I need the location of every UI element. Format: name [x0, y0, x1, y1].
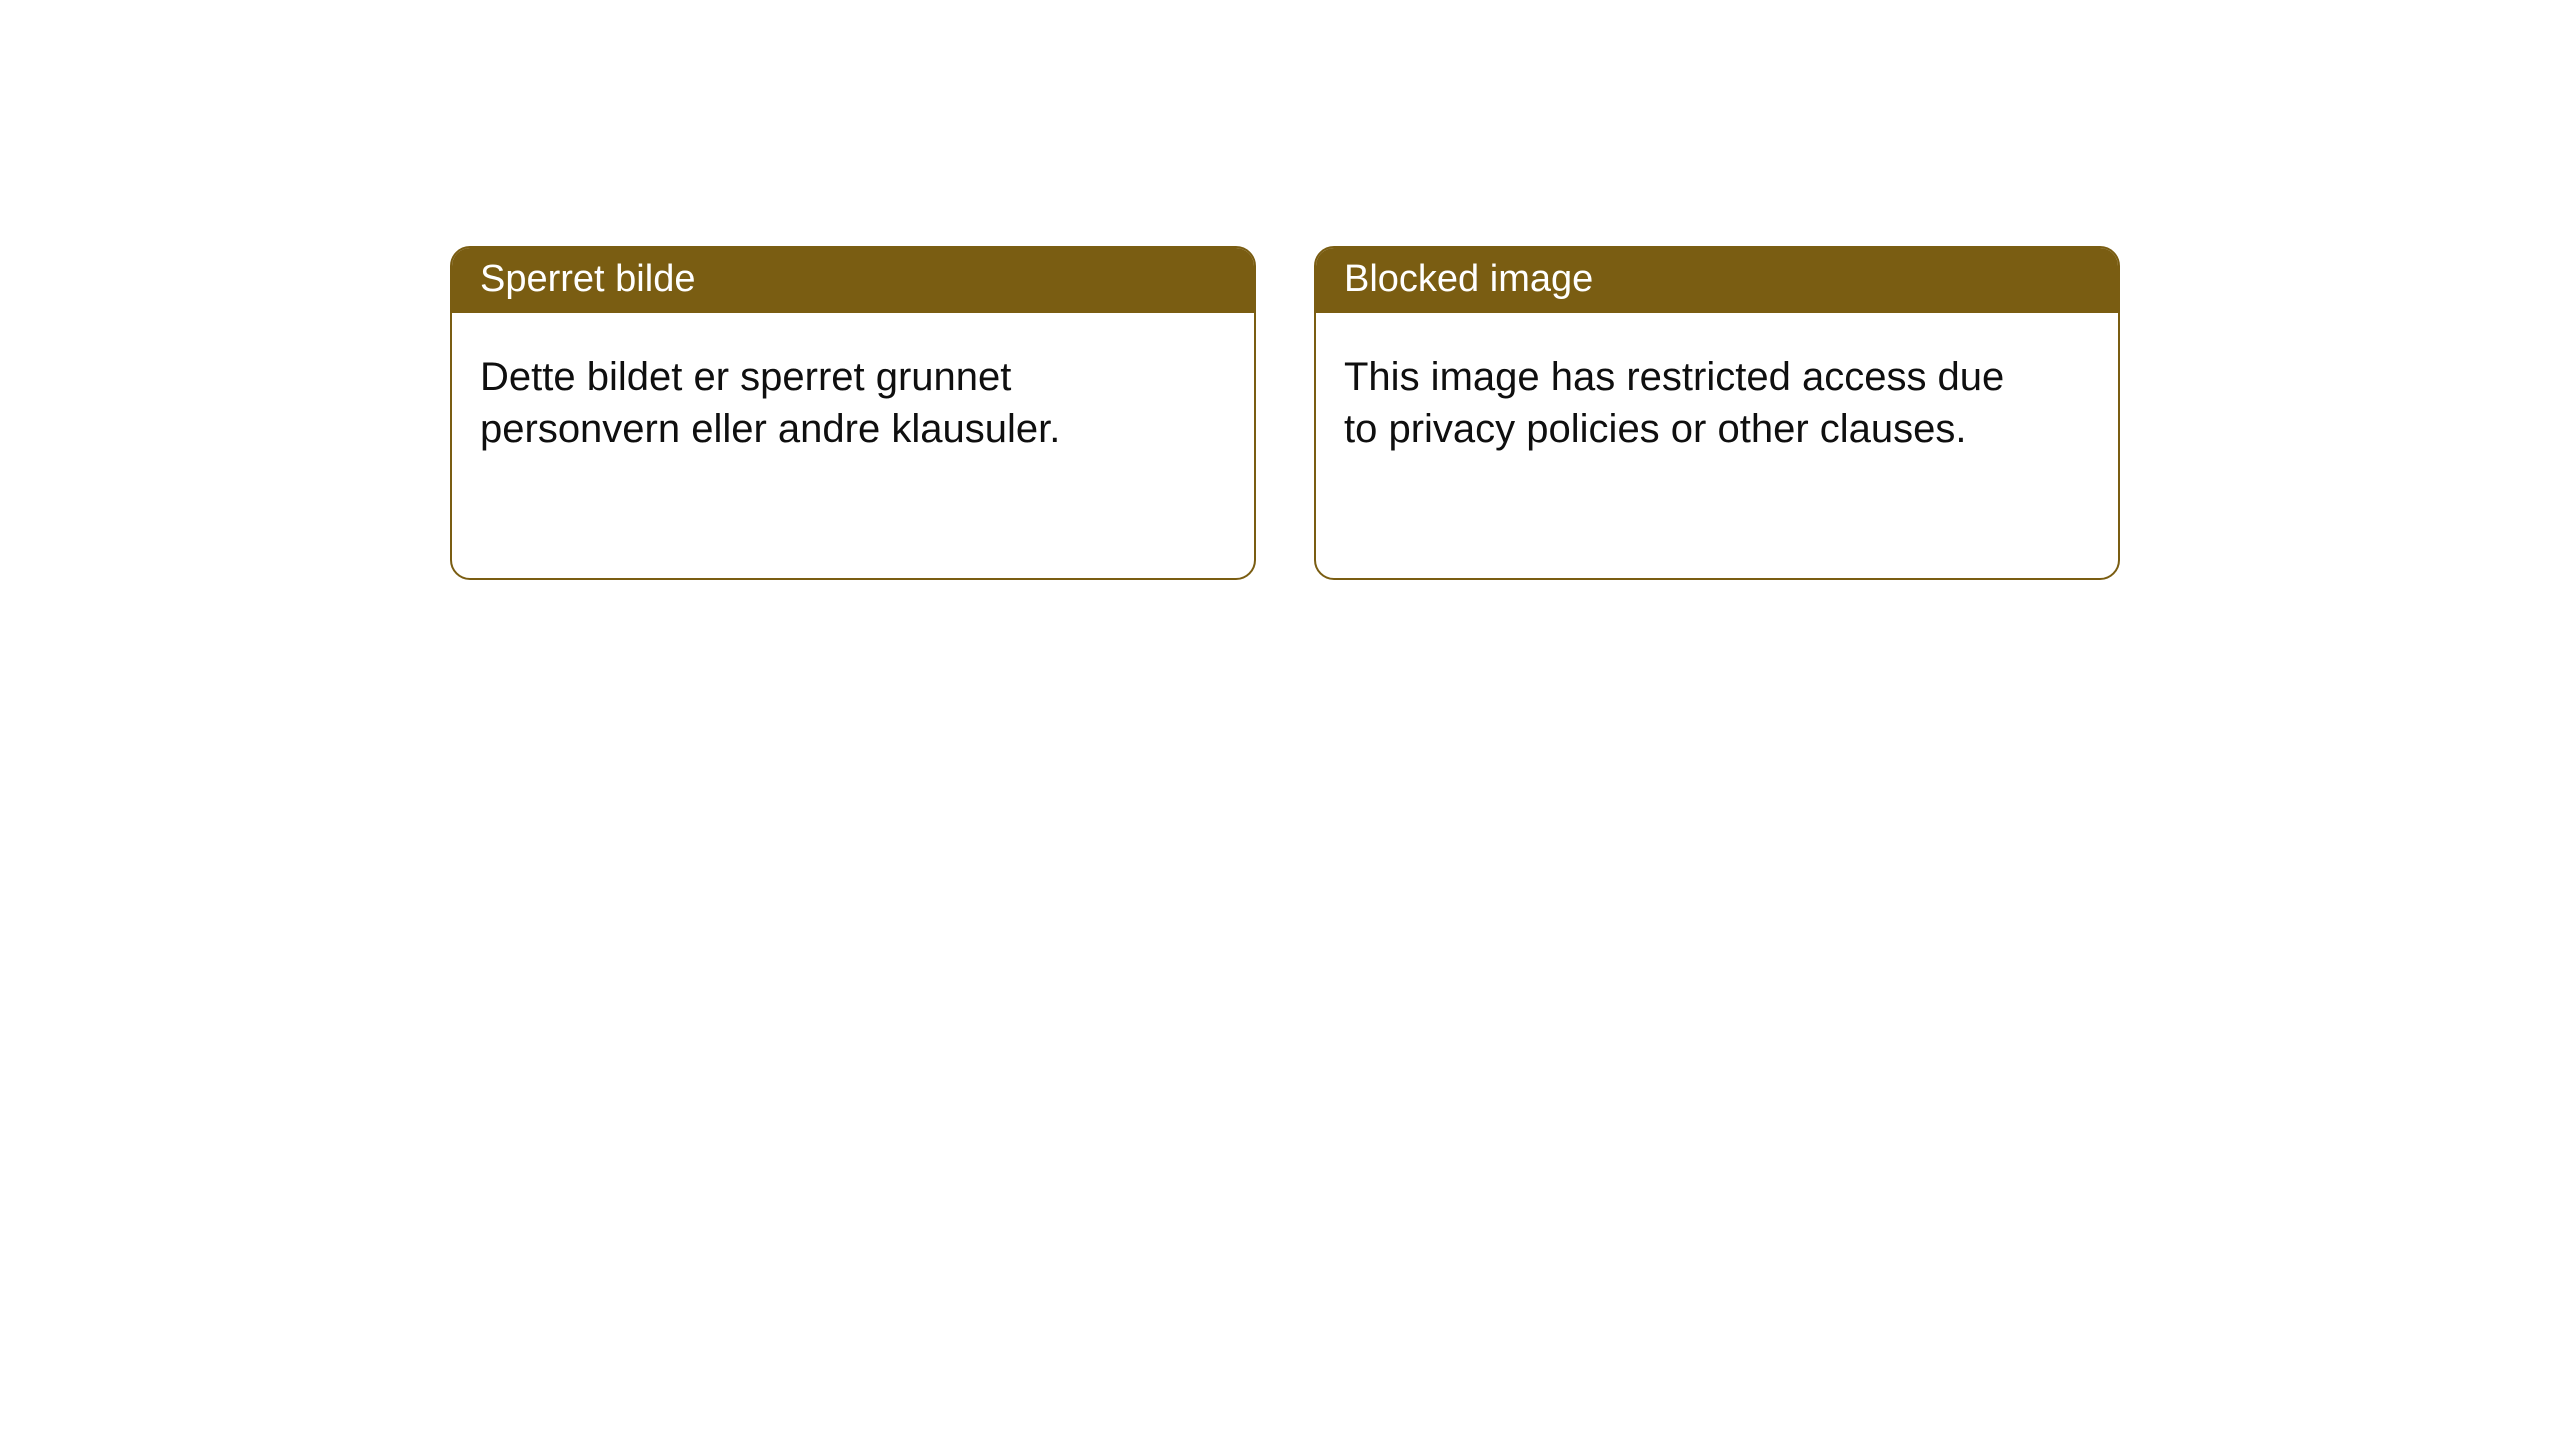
blocked-image-card-english: Blocked image This image has restricted …	[1314, 246, 2120, 580]
card-row: Sperret bilde Dette bildet er sperret gr…	[0, 0, 2560, 580]
card-body-text: Dette bildet er sperret grunnet personve…	[452, 313, 1172, 483]
blocked-image-card-norwegian: Sperret bilde Dette bildet er sperret gr…	[450, 246, 1256, 580]
card-header: Sperret bilde	[452, 248, 1254, 313]
card-body-text: This image has restricted access due to …	[1316, 313, 2036, 483]
card-header: Blocked image	[1316, 248, 2118, 313]
